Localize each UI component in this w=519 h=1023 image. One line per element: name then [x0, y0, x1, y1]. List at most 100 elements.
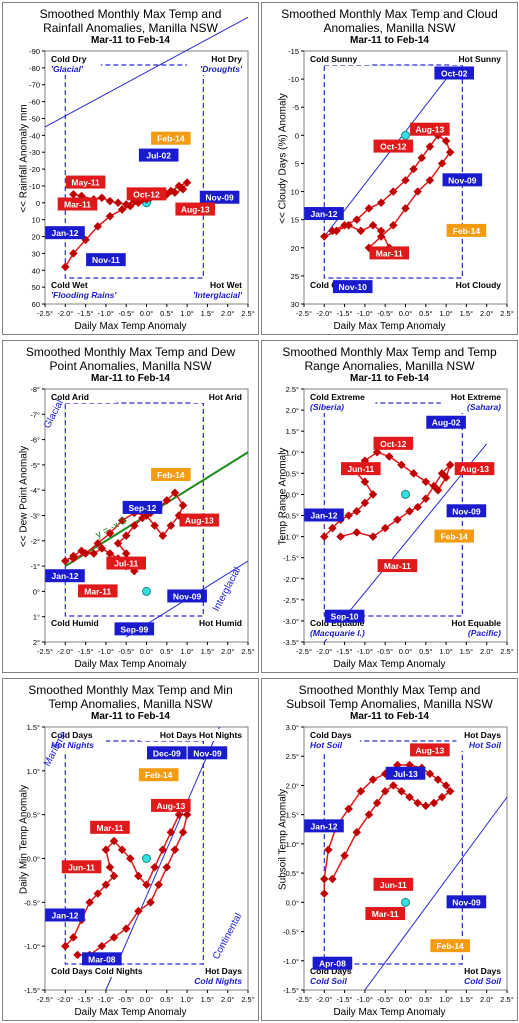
callout-label: Mar-11 [84, 586, 111, 596]
chart-subtitle: Mar-11 to Feb-14 [91, 711, 170, 722]
callout-box [373, 877, 414, 891]
corner-label: Hot Days [464, 730, 501, 740]
series-point [109, 933, 119, 942]
callout-box [312, 956, 353, 970]
x-tick-label: 0.0° [140, 309, 153, 318]
x-tick-label: 0.5° [160, 995, 173, 1004]
series-point [389, 221, 398, 230]
callout-label: Jun-11 [347, 464, 374, 474]
callout-label: Nov-10 [339, 282, 368, 292]
corner-label: Hot Sunny [459, 54, 502, 64]
series-point [344, 511, 353, 520]
callout-label: Feb-14 [145, 770, 173, 780]
series-point [69, 554, 78, 563]
x-tick-label: 1.0° [439, 309, 452, 318]
callout-label: Dec-09 [153, 748, 181, 758]
x-tick-label: 0.0° [399, 995, 412, 1004]
corner-sublabel: 'Glacial' [51, 64, 84, 74]
y-tick-label: -3° [30, 512, 40, 521]
callout-label: Nov-09 [193, 748, 222, 758]
series-point [162, 496, 172, 505]
series-point [368, 775, 378, 784]
series-point [320, 232, 329, 241]
y-tick-label: 2° [33, 638, 40, 647]
reference-line [105, 726, 221, 991]
series-line [323, 764, 452, 894]
series-point [421, 801, 431, 811]
y-tick-label: -0.5° [283, 928, 299, 937]
y-tick-label: 0.5° [286, 869, 299, 878]
callout-box [57, 197, 98, 211]
corner-label: Cold Dry [51, 54, 87, 64]
callout-box [151, 798, 191, 812]
y-tick-label: 20 [32, 233, 40, 242]
callout-label: Mar-11 [64, 199, 91, 209]
y-tick-label: -1.0° [283, 533, 299, 542]
corner-label-bg [307, 965, 360, 987]
corner-label-bg [187, 617, 245, 629]
y-tick-label: 1.0° [286, 448, 299, 457]
series-point [117, 205, 127, 214]
corner-label-bg [440, 391, 504, 413]
y-tick-label: 40 [32, 266, 40, 275]
chart-panel-subsoil: Smoothed Monthly Max Temp and Subsoil Te… [261, 678, 518, 1021]
corner-label: Hot Days [464, 966, 501, 976]
chart-svg: -2.5° -2.0° -1.5° -1.0° -0.5° 0.0° 0.5° 1.0° 1.5… [29, 16, 255, 318]
series-point [69, 933, 78, 942]
y-tick-label: 2.5° [286, 385, 299, 394]
reference-line [364, 796, 508, 991]
y-tick-label: -1.0° [24, 942, 40, 951]
corner-label: Cold Days [51, 730, 93, 740]
y-tick-label: 1.5° [286, 427, 299, 436]
reference-box [64, 402, 204, 617]
series-point [134, 198, 143, 208]
series-point [441, 781, 451, 790]
y-tick-label: 25 [291, 272, 299, 281]
x-tick-label: -0.5° [118, 309, 134, 318]
corner-sublabel: 'Interglacial' [193, 290, 243, 300]
y-tick-label: 0.0° [286, 490, 299, 499]
callout-box [385, 766, 426, 780]
callout-label: Oct-12 [133, 189, 160, 199]
chart-title: Smoothed Monthly Max Temp and Cloud Anom… [281, 7, 498, 35]
callout-box [122, 500, 163, 514]
series-point [81, 549, 90, 558]
series-point [372, 448, 382, 457]
series-point [421, 494, 431, 503]
series-point [73, 950, 82, 960]
reference-box [323, 64, 463, 279]
series-point [445, 147, 455, 157]
y-tick-label: -2.0° [283, 575, 299, 584]
x-tick-label: -1.5° [337, 647, 353, 656]
x-tick-label: -2.0° [316, 647, 332, 656]
corner-sublabel: (Siberia) [310, 402, 344, 412]
corner-sublabel: 'Droughts' [200, 64, 243, 74]
corner-sublabel: (Pacific) [468, 628, 501, 638]
x-tick-label: 1.0° [439, 995, 452, 1004]
y-tick-label: 20 [291, 244, 299, 253]
origin-marker [401, 130, 410, 140]
series-point [445, 460, 455, 470]
chart-subtitle: Mar-11 to Feb-14 [350, 373, 429, 384]
callout-label: Jul-11 [114, 559, 138, 569]
y-tick-label: -2.5° [283, 596, 299, 605]
series-point [389, 781, 398, 790]
corner-label-bg [166, 279, 245, 301]
origin-marker [142, 854, 151, 863]
callout-box [90, 820, 130, 834]
reference-box [64, 740, 204, 965]
corner-label-bg [456, 729, 504, 751]
callout-label: Aug-13 [181, 205, 210, 215]
corner-label-bg [48, 965, 169, 977]
x-tick-label: 2.5° [241, 647, 254, 656]
corner-sublabel: Cold Nights [194, 976, 242, 986]
series-point [89, 549, 98, 558]
x-tick-label: 2.0° [480, 309, 493, 318]
chart-title: Smoothed Monthly Max Temp and Subsoil Te… [286, 683, 493, 711]
x-tick-label: -2.0° [316, 309, 332, 318]
callout-box [151, 468, 191, 482]
callout-label: Jun-11 [68, 862, 95, 872]
series-point [437, 792, 447, 802]
series-point [174, 810, 184, 819]
corner-label-bg [307, 391, 376, 413]
